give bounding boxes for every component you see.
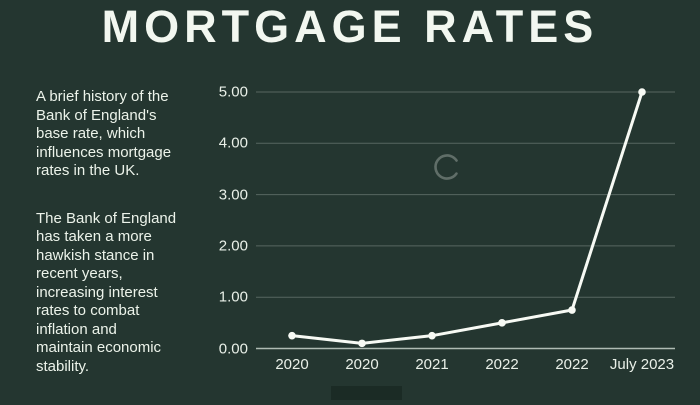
data-point xyxy=(568,306,576,314)
data-point xyxy=(288,331,296,340)
x-tick-label: 2022 xyxy=(485,356,519,373)
data-point xyxy=(638,88,646,96)
y-tick-label: 0.00 xyxy=(218,340,248,357)
loading-spinner-icon xyxy=(434,154,460,180)
x-tick-label: 2020 xyxy=(275,356,309,373)
y-tick-label: 1.00 xyxy=(218,288,248,306)
description-paragraph-2: The Bank of England has taken a more haw… xyxy=(36,209,177,375)
x-tick-label: July 2023 xyxy=(609,356,675,373)
description-paragraph-1: A brief history of the Bank of England's… xyxy=(36,88,172,179)
watermark-box xyxy=(331,386,402,400)
x-tick-label: 2021 xyxy=(415,356,449,373)
page-title: MORTGAGE RATES xyxy=(101,1,599,52)
y-tick-label: 5.00 xyxy=(218,83,248,101)
rate-line xyxy=(290,90,644,345)
y-tick-label: 3.00 xyxy=(218,186,248,204)
x-tick-label: 2022 xyxy=(555,356,589,373)
y-tick-label: 4.00 xyxy=(218,134,248,152)
data-point xyxy=(428,331,436,340)
data-point xyxy=(498,319,506,327)
y-tick-label: 2.00 xyxy=(218,237,248,255)
x-tick-label: 2020 xyxy=(345,356,379,373)
description-text-block: A brief history of the Bank of England's… xyxy=(36,88,211,405)
data-point xyxy=(358,339,366,348)
